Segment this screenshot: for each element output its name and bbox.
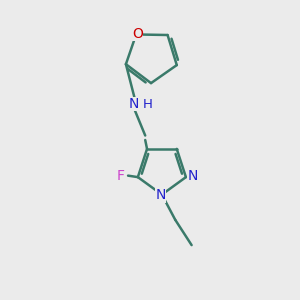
Text: O: O	[132, 27, 143, 41]
Text: N: N	[187, 169, 198, 183]
Text: N: N	[129, 97, 140, 111]
Text: N: N	[155, 188, 166, 203]
Text: F: F	[117, 169, 125, 183]
Text: H: H	[142, 98, 152, 111]
